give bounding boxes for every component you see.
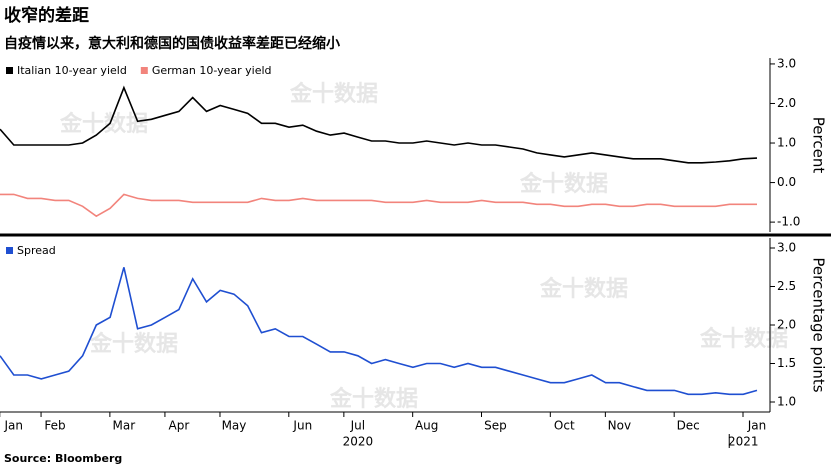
y-tick-label: 3.0: [777, 56, 796, 70]
y-tick-label: 0.0: [777, 175, 796, 189]
y-tick-label: 2.5: [777, 279, 796, 293]
y-tick-label: 2.0: [777, 96, 796, 110]
x-tick-label: Dec: [677, 419, 700, 433]
watermark: 金十数据: [699, 326, 788, 352]
x-tick-label: May: [222, 419, 247, 433]
legend-swatch: [6, 67, 13, 74]
y-tick-label: -1.0: [777, 215, 800, 229]
line-series: [0, 85, 758, 164]
y-tick-label: 1.5: [777, 356, 796, 370]
x-tick-label: Jan: [4, 419, 24, 433]
x-tick-label: Oct: [554, 419, 575, 433]
y-axis-label: Percentage points: [810, 257, 828, 392]
x-tick-label: Jul: [350, 419, 365, 433]
chart-subtitle: 自疫情以来，意大利和德国的国债收益率差距已经缩小: [4, 35, 340, 52]
year-label: 2020: [343, 435, 374, 449]
x-tick-label: Mar: [113, 419, 136, 433]
x-tick-label: Jan: [747, 419, 767, 433]
legend-swatch: [6, 247, 13, 254]
watermark: 金十数据: [289, 81, 378, 107]
watermark: 金十数据: [539, 276, 628, 302]
legend-label: Italian 10-year yield: [17, 64, 127, 77]
x-tick-label: Aug: [415, 419, 438, 433]
legend-label: German 10-year yield: [152, 64, 272, 77]
x-tick-label: Feb: [44, 419, 65, 433]
watermark: 金十数据: [329, 386, 418, 412]
line-series: [0, 267, 758, 396]
watermark: 金十数据: [59, 111, 148, 137]
y-axis-label: Percent: [810, 117, 828, 174]
x-tick-label: Sep: [484, 419, 507, 433]
x-tick-label: Nov: [608, 419, 631, 433]
chart-title: 收窄的差距: [4, 5, 89, 26]
legend-label: Spread: [17, 244, 56, 257]
y-tick-label: 3.0: [777, 241, 796, 255]
watermark: 金十数据: [519, 171, 608, 197]
watermark: 金十数据: [89, 331, 178, 357]
source: Source: Bloomberg: [4, 452, 122, 465]
line-series: [0, 193, 757, 218]
x-tick-label: Apr: [169, 419, 190, 433]
x-tick-label: Jun: [292, 419, 312, 433]
year-label: 2021: [728, 435, 759, 449]
y-tick-label: 1.0: [777, 394, 796, 408]
legend-swatch: [140, 67, 148, 74]
y-tick-label: 2.0: [777, 318, 796, 332]
y-tick-label: 1.0: [777, 136, 796, 150]
